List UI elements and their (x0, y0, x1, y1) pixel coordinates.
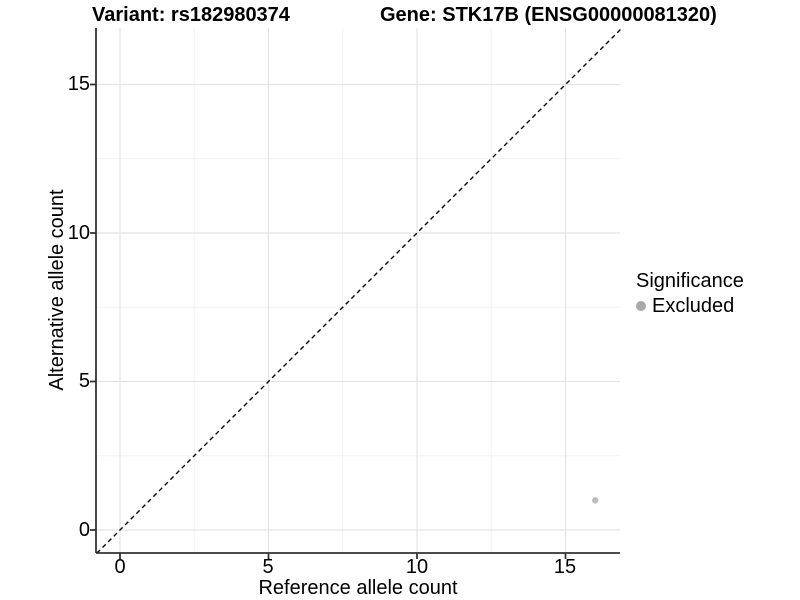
plot-panel (90, 28, 621, 559)
x-tick-label-5: 5 (262, 556, 274, 578)
y-tick-label-15: 15 (67, 73, 90, 95)
legend: Significance Excluded (636, 269, 744, 318)
data-point (592, 497, 599, 504)
legend-title: Significance (636, 270, 744, 292)
x-axis-title: Reference allele count (258, 577, 458, 599)
legend-item-label: Excluded (652, 295, 735, 317)
plot-canvas (90, 28, 621, 559)
legend-point-icon (636, 301, 646, 311)
y-tick-label-0: 0 (78, 519, 90, 541)
x-tick-label-0: 0 (114, 556, 126, 578)
x-tick-label-15: 15 (553, 556, 577, 578)
identity-dashed-line (96, 29, 621, 554)
y-tick-label-10: 10 (67, 222, 90, 244)
y-tick-label-5: 5 (78, 370, 90, 392)
x-tick-label-10: 10 (405, 556, 429, 578)
legend-item: Excluded (636, 294, 744, 318)
gene-title: Gene: STK17B (ENSG00000081320) (380, 4, 717, 26)
variant-title: Variant: rs182980374 (92, 4, 290, 26)
y-axis-title: Alternative allele count (46, 189, 68, 391)
